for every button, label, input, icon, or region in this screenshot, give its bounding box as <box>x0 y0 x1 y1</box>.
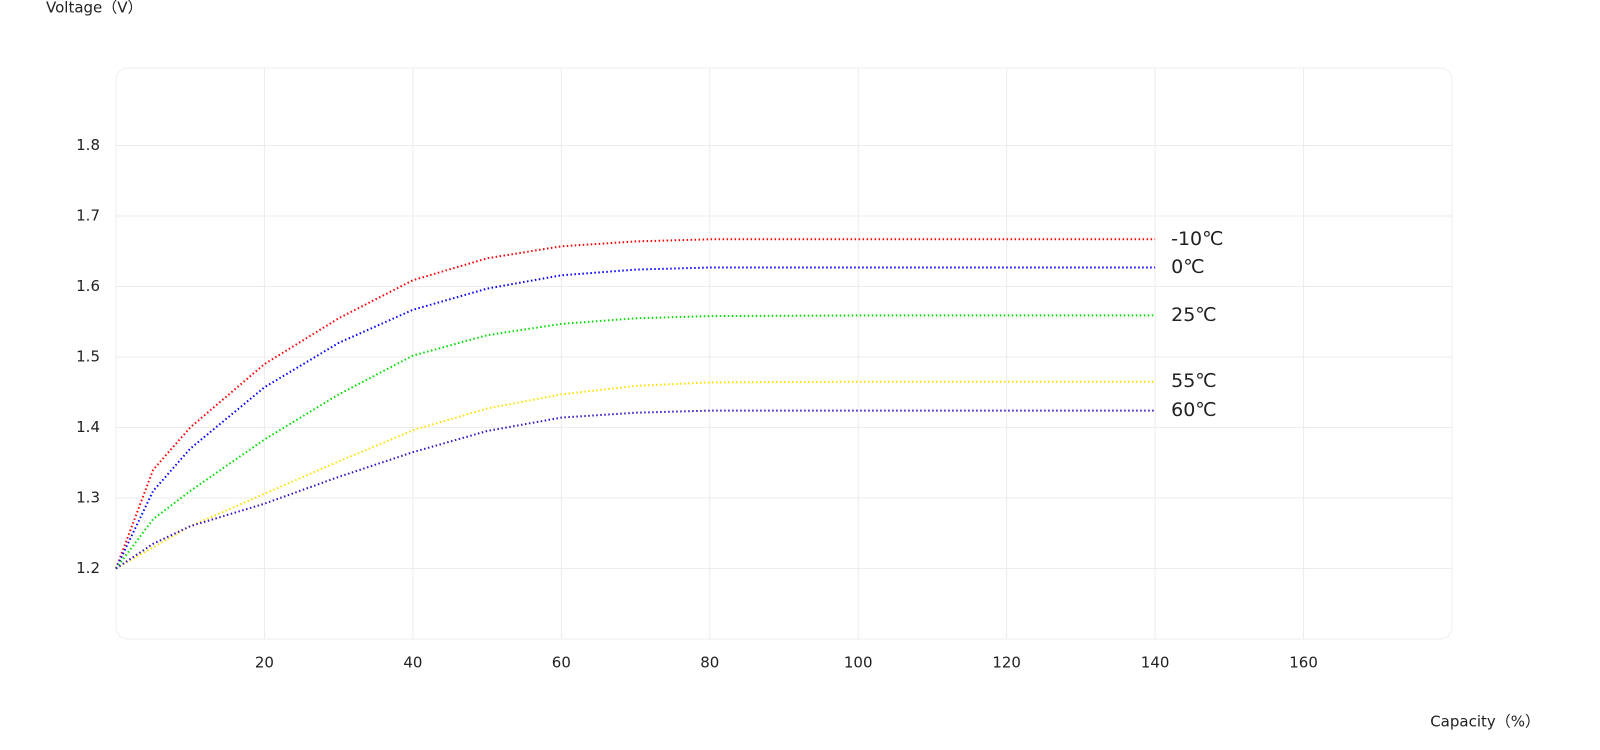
x-tick-label: 80 <box>700 654 719 672</box>
x-tick-label: 140 <box>1141 654 1170 672</box>
x-tick-label: 160 <box>1289 654 1318 672</box>
x-tick-label: 60 <box>552 654 571 672</box>
x-tick-label: 40 <box>403 654 422 672</box>
y-tick-label: 1.2 <box>76 559 100 577</box>
y-tick-label: 1.5 <box>76 348 100 366</box>
x-axis-label: Capacity（%） <box>1430 713 1540 731</box>
y-tick-label: 1.8 <box>76 136 100 154</box>
y-axis-label: Voltage（V） <box>46 0 143 17</box>
series-label: 55℃ <box>1171 370 1217 392</box>
line-series <box>115 380 1156 570</box>
x-tick-label: 100 <box>844 654 873 672</box>
line-series <box>115 266 1156 569</box>
series-label: 0℃ <box>1171 256 1204 278</box>
x-tick-label: 120 <box>992 654 1021 672</box>
y-tick-label: 1.7 <box>76 207 100 225</box>
y-tick-label: 1.6 <box>76 277 100 295</box>
series-label: 25℃ <box>1171 304 1217 326</box>
x-tick-label: 20 <box>255 654 274 672</box>
line-series <box>115 314 1156 570</box>
y-tick-label: 1.3 <box>76 489 100 507</box>
plot-area <box>115 67 1453 640</box>
series-label: -10℃ <box>1171 228 1223 250</box>
y-tick-label: 1.4 <box>76 418 100 436</box>
series-label: 60℃ <box>1171 399 1217 421</box>
